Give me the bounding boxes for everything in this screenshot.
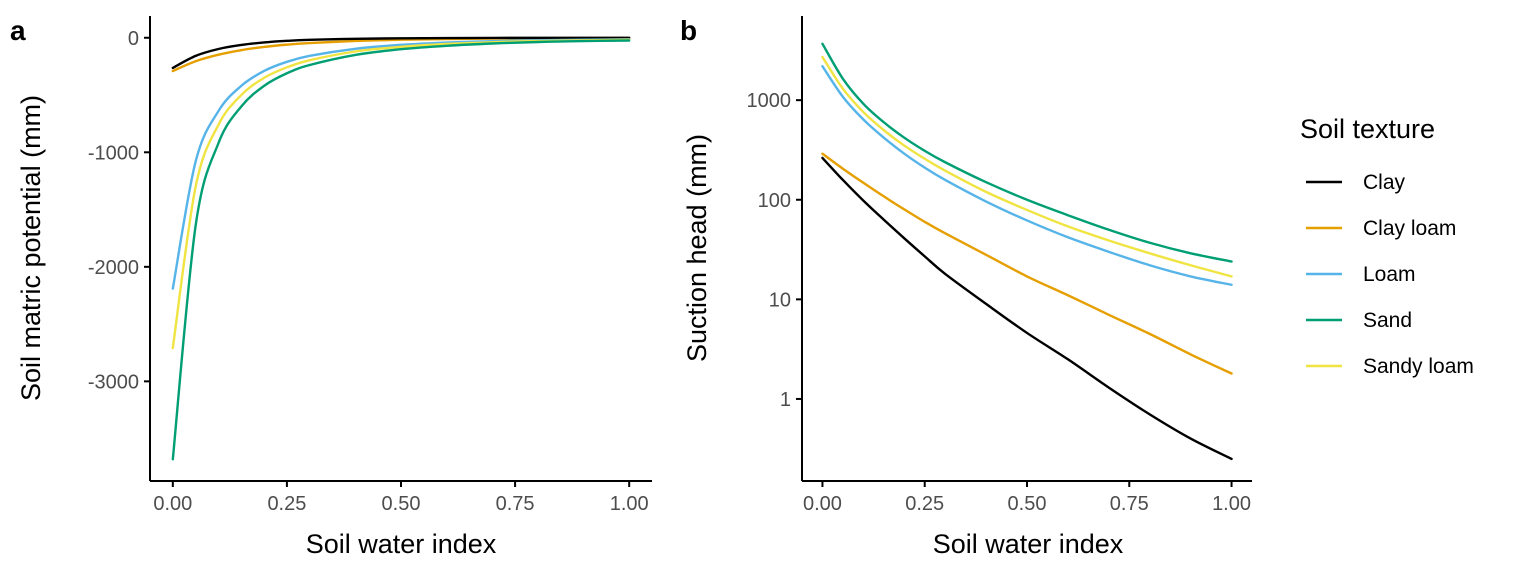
- panel-b-y-tick-label: 100: [758, 190, 791, 212]
- panel-a-y-axis-title: Soil matric potential (mm): [16, 95, 46, 401]
- panel-b-x-tick-label: 0.00: [803, 493, 842, 515]
- panel-a-x-tick-label: 0.50: [382, 493, 421, 515]
- panel-a-y-tick-label: -1000: [88, 142, 139, 164]
- panel-b: b 0.00 0.25 0.50 0.75 1.00 1 10 100 1000 Soil wa…: [680, 15, 1252, 559]
- panel-a-series-sand: [171, 39, 631, 461]
- panel-b-y-tick-label: 1: [780, 389, 791, 411]
- legend-label-loam: Loam: [1363, 263, 1416, 286]
- legend-label-sandy-loam: Sandy loam: [1363, 355, 1474, 378]
- legend-label-clay: Clay: [1363, 171, 1406, 194]
- panel-a-y-tick-label: -3000: [88, 371, 139, 393]
- panel-a-series-loam: [171, 38, 631, 290]
- panel-a-x-tick-label: 0.75: [496, 493, 535, 515]
- panel-b-y-axis-title: Suction head (mm): [682, 134, 712, 362]
- panel-b-series-clay-loam: [821, 152, 1233, 375]
- legend-title: Soil texture: [1300, 114, 1435, 144]
- legend-label-clay-loam: Clay loam: [1363, 217, 1456, 240]
- panel-a-x-tick-label: 1.00: [610, 493, 649, 515]
- panel-b-x-tick-label: 0.25: [905, 493, 944, 515]
- panel-a: a 0.00 0.25 0.50 0.75 1.00 0 -1000 -2000 -3000 S…: [10, 15, 652, 559]
- panel-b-y-tick-label: 10: [769, 289, 791, 311]
- panel-b-y-tick-label: 1000: [747, 90, 792, 112]
- panel-b-x-tick-label: 0.50: [1008, 493, 1047, 515]
- panel-b-series-sand: [821, 42, 1233, 263]
- legend-label-sand: Sand: [1363, 309, 1412, 332]
- panel-b-x-tick-label: 1.00: [1212, 493, 1251, 515]
- panel-b-plot-area: 0.00 0.25 0.50 0.75 1.00 1 10 100 1000: [747, 16, 1252, 515]
- panel-a-series-clay: [171, 36, 631, 70]
- panel-a-series-clay-loam: [171, 36, 631, 73]
- panel-b-tag: b: [680, 15, 697, 46]
- panel-b-series-clay: [821, 156, 1233, 461]
- panel-b-x-axis-title: Soil water index: [933, 529, 1124, 559]
- panel-b-series-sandy-loam: [821, 55, 1233, 278]
- panel-a-y-tick-label: 0: [128, 28, 139, 50]
- panel-a-tag: a: [10, 15, 26, 46]
- panel-b-x-tick-label: 0.75: [1110, 493, 1149, 515]
- panel-a-plot-area: 0.00 0.25 0.50 0.75 1.00 0 -1000 -2000 -3000: [88, 16, 652, 515]
- panel-a-x-axis-title: Soil water index: [306, 529, 497, 559]
- panel-b-series-loam: [821, 65, 1233, 286]
- panel-a-x-tick-label: 0.25: [267, 493, 306, 515]
- panel-a-y-tick-label: -2000: [88, 257, 139, 279]
- legend-items: Clay Clay loam Loam Sand Sandy loam: [1306, 171, 1474, 378]
- legend: Soil texture Clay Clay loam Loam Sand Sandy …: [1300, 114, 1474, 378]
- panel-a-x-tick-label: 0.00: [153, 493, 192, 515]
